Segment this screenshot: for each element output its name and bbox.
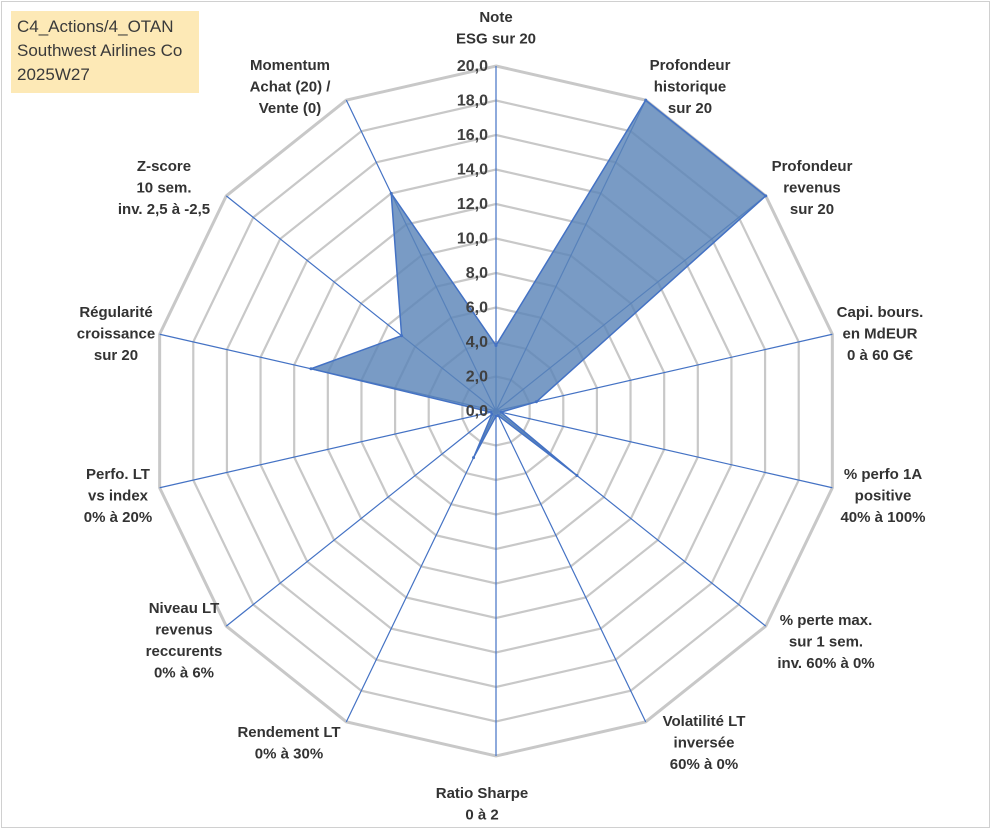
data-point [309,367,313,371]
axis-spoke [495,410,833,489]
axis-spoke [345,410,497,723]
tick-label: 12,0 [457,196,488,213]
data-point [400,334,404,338]
axis-label-line: Volatilité LT [663,713,746,730]
axis-label: Régularité croissance sur 20 [77,304,155,364]
axis-label-line: % perfo 1A [844,466,923,483]
axis-label-line: Note [479,9,512,26]
axis-label-line: inversée [674,735,735,752]
data-point [499,410,503,414]
axis-label: Note ESG sur 20 [456,9,536,48]
info-line-company: Southwest Airlines Co [17,41,183,60]
axis-label-line: en MdEUR [843,326,918,343]
data-point [472,456,476,460]
axis-label-line: sur 20 [94,347,138,364]
data-point [534,400,538,404]
axis-label-line: 0 à 60 G€ [847,347,914,364]
radial-tick-labels: 0,0 2,0 4,0 6,0 8,0 10,0 12,0 14,0 16,0 18,0 20,0 [457,58,488,420]
data-point [494,343,498,347]
tick-label: 6,0 [466,300,488,317]
axis-label-line: % perte max. [780,612,873,629]
axis-spoke [495,410,647,723]
axis-label: Z-score 10 sem. inv. 2,5 à -2,5 [118,158,210,218]
data-point [764,194,768,198]
axis-label: % perte max. sur 1 sem. inv. 60% à 0% [777,612,874,672]
series-points [309,98,768,478]
axis-label-line: positive [855,488,912,505]
axis-labels: Note ESG sur 20 Profondeur historique sur 20… [77,9,926,824]
axis-label-line: 10 sem. [136,180,191,197]
axis-label: Profondeur revenus sur 20 [772,158,853,218]
axis-label-line: Régularité [79,304,152,321]
axis-label-line: Z-score [137,158,191,175]
axis-label-line: Niveau LT [149,600,220,617]
axis-label: Volatilité LT inversée 60% à 0% [663,713,746,773]
info-line-week: 2025W27 [17,65,90,84]
axis-label-line: inv. 60% à 0% [777,655,874,672]
axis-label-line: Rendement LT [237,724,340,741]
axis-label-line: Ratio Sharpe [436,785,529,802]
tick-label: 2,0 [466,369,488,386]
axis-label-line: sur 20 [668,100,712,117]
axis-label-line: sur 20 [790,201,834,218]
axis-label: % perfo 1A positive 40% à 100% [840,466,925,526]
axis-label: Ratio Sharpe 0 à 2 [436,785,529,824]
data-point [489,410,493,414]
data-point [389,191,393,195]
axis-label: Profondeur historique sur 20 [650,57,731,117]
tick-label: 16,0 [457,127,488,144]
data-point [496,414,500,418]
axis-label: Capi. bours. en MdEUR 0 à 60 G€ [837,304,924,364]
axis-label-line: revenus [155,622,213,639]
data-point [644,98,648,102]
axis-label-line: 60% à 0% [670,756,738,773]
axis-label-line: revenus [783,180,841,197]
axis-label-line: Profondeur [772,158,853,175]
axis-label-line: Capi. bours. [837,304,924,321]
axis-spoke [225,410,497,627]
axis-label: Perfo. LT vs index 0% à 20% [84,466,152,526]
axis-spoke [159,410,497,489]
axis-label-line: Vente (0) [259,100,322,117]
tick-label: 0,0 [466,403,488,420]
tick-label: 20,0 [457,58,488,75]
tick-label: 8,0 [466,265,488,282]
chart-info-box: C4_Actions/4_OTAN Southwest Airlines Co … [11,11,199,93]
axis-label: Rendement LT 0% à 30% [237,724,340,763]
data-point [494,414,498,418]
axis-label-line: inv. 2,5 à -2,5 [118,201,210,218]
axis-label-line: vs index [88,488,149,505]
axis-label-line: 40% à 100% [840,509,925,526]
tick-label: 4,0 [466,334,488,351]
axis-label-line: reccurents [146,643,223,660]
axis-label-line: Achat (20) / [250,79,332,96]
tick-label: 14,0 [457,162,488,179]
tick-label: 18,0 [457,93,488,110]
axis-label-line: ESG sur 20 [456,31,536,48]
axis-label-line: croissance [77,326,155,343]
axis-label-line: Perfo. LT [86,466,150,483]
info-line-portfolio: C4_Actions/4_OTAN [17,17,174,36]
axis-label-line: Momentum [250,57,330,74]
axis-label-line: sur 1 sem. [789,634,863,651]
axis-label: Momentum Achat (20) / Vente (0) [250,57,332,117]
axis-label-line: historique [654,79,727,96]
axis-label-line: 0% à 30% [255,746,323,763]
tick-label: 10,0 [457,231,488,248]
axis-label-line: 0% à 6% [154,665,214,682]
axis-label-line: 0 à 2 [465,807,498,824]
data-point [575,474,579,478]
axis-label-line: Profondeur [650,57,731,74]
axis-label-line: 0% à 20% [84,509,152,526]
axis-label: Niveau LT revenus reccurents 0% à 6% [146,600,223,682]
axis-spoke [495,333,833,412]
